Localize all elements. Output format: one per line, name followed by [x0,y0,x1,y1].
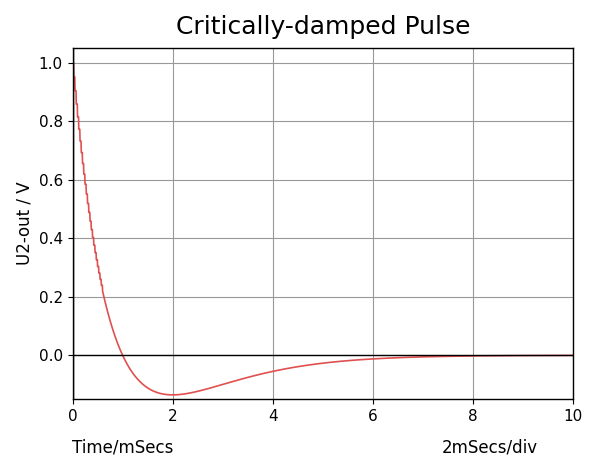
Y-axis label: U2-out / V: U2-out / V [15,182,33,265]
Text: 2mSecs/div: 2mSecs/div [442,439,538,457]
Text: Time/mSecs: Time/mSecs [72,439,173,457]
Title: Critically-damped Pulse: Critically-damped Pulse [176,15,470,39]
